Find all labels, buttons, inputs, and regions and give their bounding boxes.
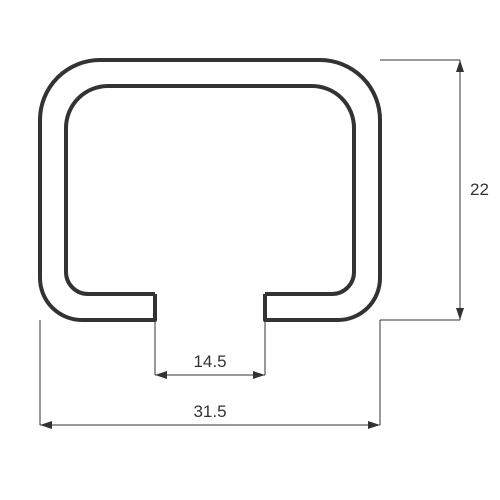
profile-outer — [40, 60, 380, 320]
dim-arrowhead — [40, 421, 52, 429]
profile-inner — [66, 86, 354, 294]
dim-arrowhead — [253, 371, 265, 379]
dim-gap-width-value: 14.5 — [193, 352, 226, 371]
dim-overall-width-value: 31.5 — [193, 402, 226, 421]
dim-arrowhead — [456, 60, 464, 72]
dim-arrowhead — [456, 308, 464, 320]
dim-arrowhead — [155, 371, 167, 379]
profile-diagram: 31.5 14.5 22 — [0, 0, 500, 500]
dim-height-value: 22 — [470, 180, 489, 199]
dim-arrowhead — [368, 421, 380, 429]
